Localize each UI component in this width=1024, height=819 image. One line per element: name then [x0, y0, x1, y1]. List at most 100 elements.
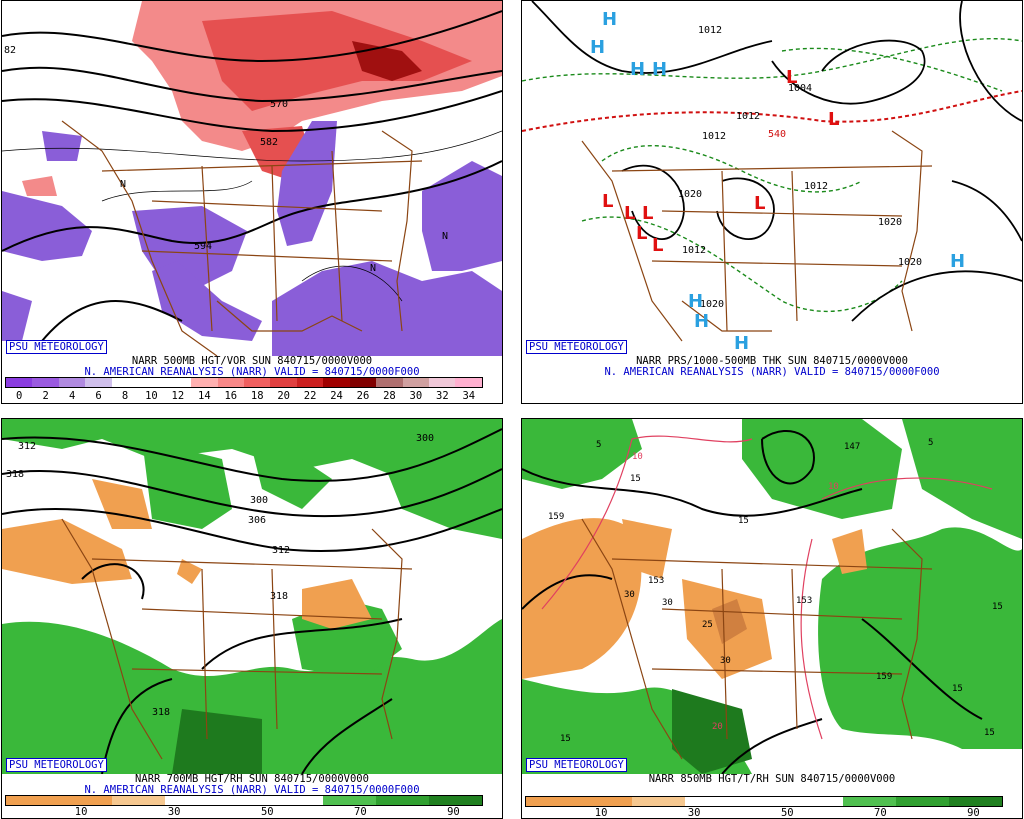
low-pressure-icon: L [828, 109, 839, 130]
scale-tick-label: 6 [95, 390, 102, 402]
isobar-1020-c: 1020 [898, 257, 922, 268]
panel-500mb: 82 570 582 594 N N N PSU METEOROLOGY NAR… [1, 0, 503, 404]
scale-tick-label: 4 [68, 390, 76, 402]
caption-500mb: NARR 500MB HGT/VOR SUN 840715/0000V000 N… [2, 356, 502, 378]
scale-swatch [737, 797, 791, 806]
map-label-594: 594 [194, 241, 212, 252]
scale-swatch [684, 797, 738, 806]
temp-label-30-b: 30 [662, 598, 673, 608]
scale-swatch [323, 378, 350, 387]
scale-swatch [6, 378, 33, 387]
map-label-n: N [120, 179, 126, 190]
low-pressure-icon: L [602, 191, 613, 212]
scale-tick-label: 90 [967, 807, 980, 819]
panel-mslp-thickness: 1012 1004 1012 1012 1020 1012 1012 1020 … [521, 0, 1023, 404]
map-label-n-3: N [370, 263, 376, 274]
isobar-1012-b: 1012 [736, 111, 760, 122]
scale-tick-label: 24 [330, 390, 343, 402]
high-pressure-icon: H [602, 9, 617, 30]
scale-tick-label: 30 [167, 806, 181, 818]
isobar-1020-b: 1020 [878, 217, 902, 228]
temp-label-25: 25 [702, 620, 713, 630]
scale-swatch [376, 378, 403, 387]
height-label-159: 159 [548, 512, 564, 522]
scale-tick-label: 0 [16, 390, 23, 402]
high-pressure-icon: H [652, 59, 667, 80]
scale-swatch [526, 797, 579, 806]
map-850mb: 5 10 147 5 15 159 15 153 153 25 30 30 30… [522, 419, 1022, 774]
scale-tick-label: 30 [409, 390, 423, 402]
high-pressure-icon: H [950, 251, 965, 272]
scale-tick-label: 10 [74, 806, 88, 818]
height-label-147: 147 [844, 442, 860, 452]
psu-badge: PSU METEOROLOGY [526, 758, 627, 772]
map-label-82: 82 [4, 45, 16, 56]
scale-swatch [32, 378, 59, 387]
high-pressure-icon: H [688, 291, 703, 312]
scale-swatch [578, 797, 632, 806]
scale-swatch [111, 796, 165, 805]
temp-label-30: 30 [624, 590, 635, 600]
scale-tick-label: 8 [121, 390, 129, 402]
scale-tick-label: 32 [436, 390, 449, 402]
scale-tick-label: 70 [874, 807, 887, 819]
scale-swatch [376, 796, 430, 805]
scale-tick-label: 70 [354, 806, 367, 818]
scale-swatch [631, 797, 685, 806]
temp-label-15: 15 [630, 474, 641, 484]
height-label-306: 306 [248, 515, 266, 526]
map-label-570: 570 [270, 99, 288, 110]
psu-badge: PSU METEOROLOGY [526, 340, 627, 354]
low-pressure-icon: L [786, 67, 797, 88]
temp-label-15-b: 15 [738, 516, 749, 526]
low-pressure-icon: L [642, 203, 653, 224]
scale-swatch [138, 378, 165, 387]
caption-mslp: NARR PRS/1000-500MB THK SUN 840715/0000V… [522, 356, 1022, 378]
isobar-1012-d: 1012 [804, 181, 828, 192]
height-label-318-c: 318 [152, 707, 170, 718]
isobar-1004: 1004 [788, 83, 812, 94]
scale-tick-label: 30 [687, 807, 701, 819]
scale-tick-label: 16 [224, 390, 238, 402]
height-label-312-b: 312 [272, 545, 290, 556]
caption-line1: NARR 700MB HGT/RH SUN 840715/0000V000 [135, 773, 369, 785]
scale-swatch [58, 796, 112, 805]
temp-label-15-e: 15 [952, 684, 963, 694]
temp-label-5: 5 [596, 440, 601, 450]
isobar-1012-e: 1012 [682, 245, 706, 256]
temp-label-10: 10 [632, 452, 643, 462]
caption-line1: NARR 850MB HGT/T/RH SUN 840715/0000V000 [648, 773, 896, 785]
scale-swatch [949, 797, 1003, 806]
scale-tick-label: 50 [260, 806, 274, 818]
isobar-1012-c: 1012 [702, 131, 726, 142]
scale-tick-label: 90 [447, 806, 460, 818]
caption-line2: N. AMERICAN REANALYSIS (NARR) VALID = 84… [84, 784, 420, 796]
scale-swatch [270, 796, 324, 805]
scale-swatch [217, 796, 271, 805]
map-500mb: 82 570 582 594 N N N [2, 1, 502, 356]
height-label-318-b: 318 [270, 591, 288, 602]
height-label-153: 153 [648, 576, 664, 586]
low-pressure-icon: L [624, 203, 635, 224]
scale-swatch [164, 378, 192, 387]
scale-swatch [402, 378, 429, 387]
psu-badge: PSU METEOROLOGY [6, 758, 107, 772]
scale-swatch [429, 378, 456, 387]
height-label-153-b: 153 [796, 596, 812, 606]
scale-swatch [349, 378, 377, 387]
scale-swatch [296, 378, 324, 387]
scale-tick-label: 50 [780, 807, 794, 819]
scale-tick-label: 34 [462, 390, 476, 402]
temp-label-15-d: 15 [992, 602, 1003, 612]
scale-tick-label: 12 [171, 390, 185, 402]
temp-label-30-c: 30 [720, 656, 731, 666]
caption-line1: NARR PRS/1000-500MB THK SUN 840715/0000V… [636, 355, 908, 367]
low-pressure-icon: L [636, 223, 647, 244]
map-mslp: 1012 1004 1012 1012 1020 1012 1012 1020 … [522, 1, 1022, 356]
caption-line1: NARR 500MB HGT/VOR SUN 840715/0000V000 [131, 355, 373, 367]
scale-swatch [58, 378, 86, 387]
panel-700mb: 312 318 300 306 312 318 318 300 PSU METE… [1, 418, 503, 819]
color-scale-rh [5, 795, 483, 806]
high-pressure-icon: H [590, 37, 605, 58]
scale-swatch [164, 796, 218, 805]
